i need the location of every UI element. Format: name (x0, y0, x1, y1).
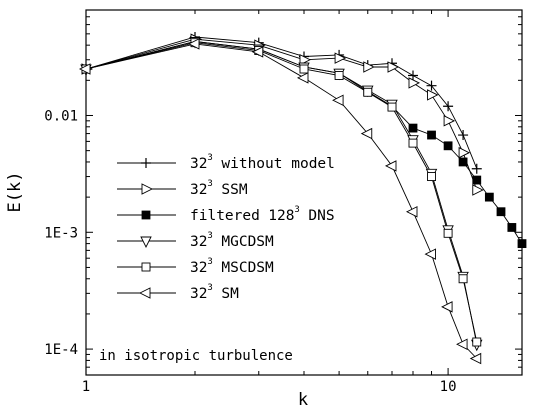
data-point-1 (443, 115, 456, 127)
data-point-2 (472, 175, 482, 185)
data-point-4 (408, 138, 418, 148)
data-point-5 (360, 127, 373, 140)
data-point-4 (334, 71, 344, 80)
data-point-4 (363, 87, 373, 97)
data-point-5 (424, 248, 436, 260)
legend-marker (140, 236, 152, 249)
legend-marker (141, 210, 151, 220)
data-point-1 (387, 61, 400, 73)
data-point-2 (496, 207, 506, 217)
y-tick-label: 0.01 (44, 108, 78, 124)
data-point-2 (443, 141, 453, 151)
data-point-2 (517, 239, 527, 249)
legend-name: DNS (308, 208, 334, 224)
data-point-4 (458, 274, 468, 284)
data-point-0 (458, 130, 469, 141)
x-tick-label: 1 (82, 379, 90, 395)
legend-marker (141, 183, 154, 195)
x-tick-label: 10 (440, 379, 457, 395)
data-point-1 (458, 146, 471, 159)
y-tick-label: 1E-3 (44, 225, 78, 241)
y-tick-label: 1E-4 (44, 342, 78, 358)
series-markers (78, 31, 527, 365)
legend-resolution: 32 (190, 182, 207, 198)
data-point-2 (458, 157, 468, 167)
data-point-1 (299, 54, 312, 66)
data-point-4 (427, 172, 436, 182)
data-point-0 (471, 163, 482, 174)
series-line-1 (85, 38, 478, 191)
data-point-0 (408, 70, 418, 81)
legend-exponent: 3 (207, 153, 212, 163)
legend-name: MGCDSM (221, 234, 274, 250)
series-lines (85, 36, 523, 359)
data-point-2 (507, 223, 517, 232)
legend-name: MSCDSM (221, 260, 274, 276)
legend-resolution: 32 (190, 260, 207, 276)
legend-exponent: 3 (207, 179, 212, 189)
legend-name: without model (221, 156, 335, 172)
legend-exponent: 3 (207, 231, 212, 241)
x-axis-label: k (298, 390, 308, 410)
y-axis-label: E(k) (5, 172, 25, 213)
data-point-0 (443, 101, 454, 112)
data-point-1 (363, 61, 375, 73)
legend-resolution: 32 (190, 156, 207, 172)
data-point-4 (443, 228, 453, 238)
data-point-4 (472, 337, 482, 347)
series-line-4 (85, 42, 478, 343)
legend-resolution: 32 (190, 234, 207, 250)
data-point-1 (334, 52, 347, 64)
data-point-5 (441, 301, 453, 313)
legend-exponent: 3 (207, 257, 212, 267)
legend-resolution: 128 (268, 208, 294, 224)
data-point-5 (384, 160, 397, 172)
legend-marker (138, 287, 151, 299)
data-point-1 (427, 89, 439, 101)
data-point-4 (299, 64, 309, 74)
data-point-5 (187, 38, 200, 50)
data-point-5 (456, 338, 468, 350)
data-point-5 (78, 63, 91, 75)
legend-exponent: 3 (207, 283, 212, 293)
data-point-5 (332, 94, 344, 106)
legend-prefix: filtered (190, 208, 260, 224)
series-line-0 (85, 36, 478, 169)
legend-name: SM (221, 286, 239, 302)
legend-exponent: 3 (294, 205, 299, 215)
data-point-2 (427, 130, 436, 140)
legend-marker (141, 262, 151, 272)
data-point-5 (251, 46, 264, 58)
data-point-1 (472, 184, 484, 196)
data-point-2 (484, 192, 494, 202)
legend-resolution: 32 (190, 286, 207, 302)
data-point-4 (387, 102, 397, 112)
data-point-0 (426, 80, 437, 91)
series-line-5 (85, 43, 478, 359)
data-point-5 (296, 72, 309, 84)
legend-name: SSM (221, 182, 247, 198)
annotation-text: in isotropic turbulence (99, 348, 293, 364)
axis-ticks: 1E-4 1E-3 0.01 1 10 (44, 9, 522, 395)
legend-marker (141, 158, 151, 168)
data-point-5 (405, 205, 418, 218)
data-point-2 (408, 123, 418, 133)
data-point-5 (469, 352, 482, 365)
data-point-1 (408, 77, 421, 89)
